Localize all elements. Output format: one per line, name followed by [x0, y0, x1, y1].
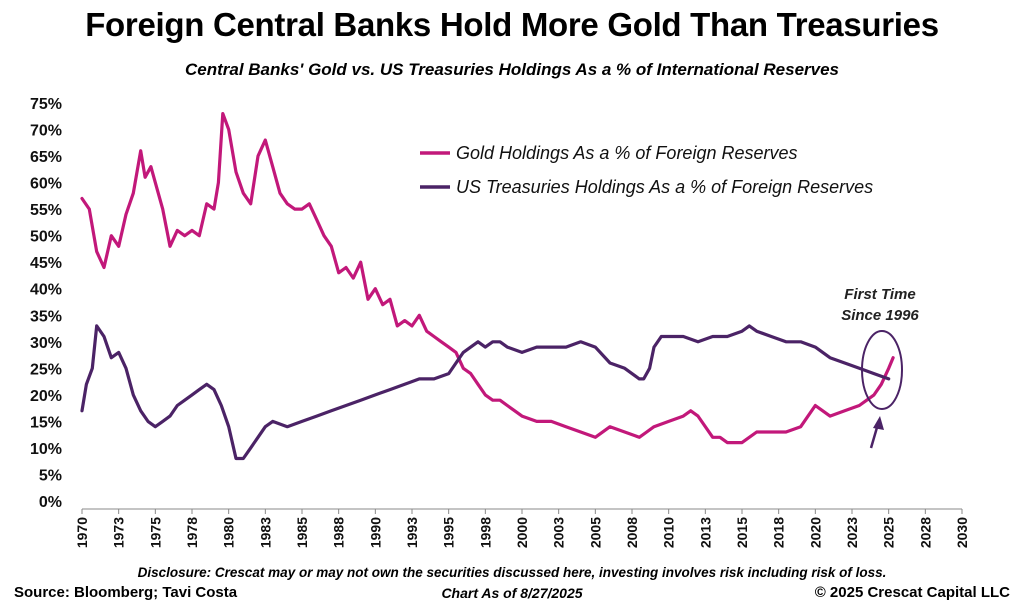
- y-tick-label: 45%: [30, 255, 62, 272]
- x-tick-label: 2010: [661, 517, 677, 548]
- y-tick-label: 75%: [30, 96, 62, 113]
- x-tick-label: 1998: [477, 517, 493, 548]
- y-tick-label: 60%: [30, 176, 62, 193]
- y-tick-label: 5%: [39, 467, 62, 484]
- y-tick-label: 50%: [30, 229, 62, 246]
- x-tick-label: 2003: [551, 517, 567, 548]
- legend-label-treasuries: US Treasuries Holdings As a % of Foreign…: [456, 177, 873, 197]
- x-tick-label: 2020: [807, 517, 823, 548]
- y-tick-label: 10%: [30, 441, 62, 458]
- y-tick-label: 40%: [30, 282, 62, 299]
- x-tick-label: 1990: [367, 517, 383, 548]
- y-tick-label: 35%: [30, 308, 62, 325]
- treasuries-holdings-line: [80, 324, 891, 461]
- x-tick-label: 1973: [111, 517, 127, 548]
- x-tick-label: 2030: [954, 517, 970, 548]
- x-tick-label: 1970: [74, 517, 90, 548]
- y-tick-label: 20%: [30, 388, 62, 405]
- x-tick-label: 2025: [881, 517, 897, 548]
- x-tick-label: 1975: [147, 517, 163, 548]
- legend: Gold Holdings As a % of Foreign Reserves…: [420, 143, 873, 197]
- x-tick-label: 1983: [257, 517, 273, 548]
- annotation-arrow-head: [873, 416, 884, 430]
- x-tick-label: 1978: [184, 517, 200, 548]
- y-tick-label: 70%: [30, 123, 62, 140]
- annotation: First Time Since 1996: [841, 286, 919, 449]
- x-tick-label: 2000: [514, 517, 530, 548]
- as-of-text: Chart As of 8/27/2025: [441, 585, 583, 601]
- x-tick-label: 2018: [771, 517, 787, 548]
- x-tick-label: 1995: [441, 517, 457, 548]
- y-axis: 0% 5% 10% 15% 20% 25% 30% 35% 40% 45% 50% 55% 60% 65%…: [30, 96, 62, 511]
- annotation-line-1: First Time: [844, 286, 915, 303]
- y-tick-label: 55%: [30, 202, 62, 219]
- annotation-line-2: Since 1996: [841, 307, 919, 324]
- source-text: Source: Bloomberg; Tavi Costa: [14, 584, 238, 601]
- series-layer: [80, 111, 895, 461]
- copyright-text: © 2025 Crescat Capital LLC: [814, 584, 1010, 601]
- y-tick-label: 0%: [39, 494, 62, 511]
- x-tick-label: 2028: [917, 517, 933, 548]
- x-tick-label: 1985: [294, 517, 310, 548]
- disclosure-text: Disclosure: Crescat may or may not own t…: [137, 565, 887, 580]
- legend-label-gold: Gold Holdings As a % of Foreign Reserves: [456, 143, 798, 163]
- y-tick-label: 65%: [30, 149, 62, 166]
- y-tick-label: 25%: [30, 361, 62, 378]
- x-tick-label: 2013: [697, 517, 713, 548]
- x-tick-label: 2015: [734, 517, 750, 548]
- x-tick-label: 2008: [624, 517, 640, 548]
- x-axis: 1970 1973 1975 1978 1980 1983 1985 1988 1990 1993…: [74, 508, 970, 548]
- x-tick-label: 1993: [404, 517, 420, 548]
- x-tick-label: 1988: [331, 517, 347, 548]
- gold-holdings-line: [80, 111, 895, 445]
- x-tick-label: 2005: [587, 517, 603, 548]
- chart-title: Foreign Central Banks Hold More Gold Tha…: [85, 6, 939, 43]
- crossover-highlight-ellipse: [861, 330, 903, 410]
- chart-subtitle: Central Banks' Gold vs. US Treasuries Ho…: [184, 60, 840, 79]
- y-tick-label: 30%: [30, 335, 62, 352]
- y-tick-label: 15%: [30, 414, 62, 431]
- x-tick-label: 2023: [844, 517, 860, 548]
- x-tick-label: 1980: [221, 517, 237, 548]
